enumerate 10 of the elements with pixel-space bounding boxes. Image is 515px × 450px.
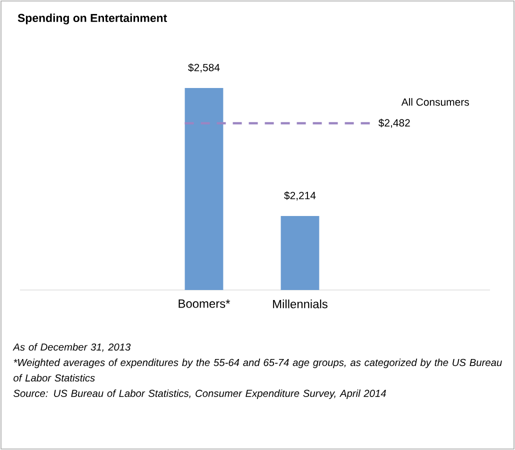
text: *Weighted averages of expenditures by the 55-64 and 65-74 age groups, as categorized by the US Bureau of Labor Statistics	[14, 358, 502, 382]
text: As of December 31, 2013	[12, 343, 131, 352]
text: Spending on Entertainment	[18, 14, 167, 24]
ref-line-label: $2,482	[378, 118, 410, 128]
data-label: $2,214	[284, 191, 316, 200]
x-tick-label: Boomers*	[178, 300, 230, 308]
x-tick-label: Millennials	[273, 300, 328, 308]
text: All Consumers	[401, 98, 469, 106]
source-note: Source: US Bureau of Labor Statistics, Consumer Expenditure Survey, April 2014	[13, 390, 386, 399]
data-label: $2,584	[188, 63, 220, 72]
